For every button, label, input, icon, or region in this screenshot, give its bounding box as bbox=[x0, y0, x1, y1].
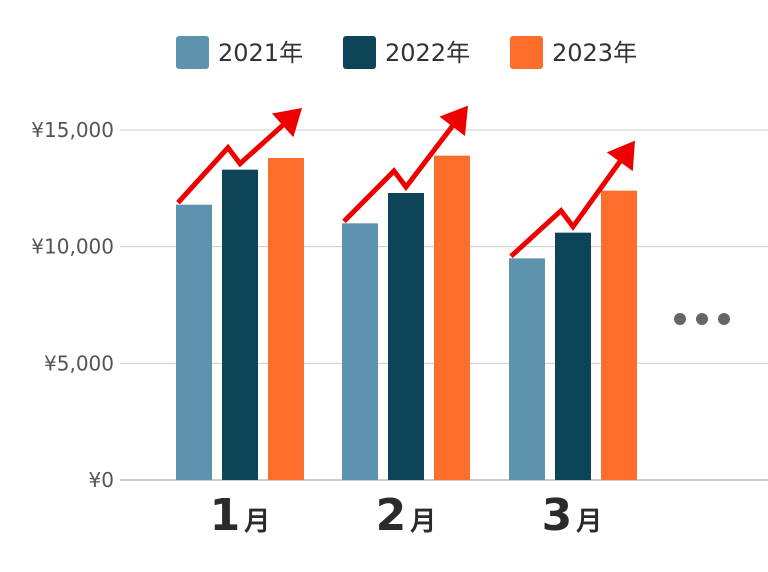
category-suffix: 月 bbox=[243, 507, 270, 537]
legend-item-2: 2022年 bbox=[343, 36, 470, 69]
bar-3-2 bbox=[434, 155, 470, 480]
continuation-ellipsis bbox=[674, 313, 730, 325]
trend-arrow-line bbox=[509, 157, 625, 259]
ellipsis-dot bbox=[696, 313, 708, 325]
category-number: 2 bbox=[376, 490, 407, 541]
category-suffix: 月 bbox=[409, 507, 436, 537]
legend-item-3: 2023年 bbox=[510, 36, 637, 69]
trend-arrow-head bbox=[606, 140, 635, 172]
ellipsis-dot bbox=[718, 313, 730, 325]
legend-item-1: 2021年 bbox=[176, 36, 303, 69]
legend-swatch bbox=[510, 36, 543, 69]
bar-3-3 bbox=[601, 190, 637, 480]
trend-arrow-head bbox=[271, 108, 302, 138]
category-number: 1 bbox=[210, 490, 241, 541]
bar-1-3 bbox=[509, 258, 545, 480]
legend-swatch bbox=[343, 36, 376, 69]
legend-swatch bbox=[176, 36, 209, 69]
legend-label: 2022年 bbox=[385, 39, 470, 67]
category-suffix: 月 bbox=[575, 507, 602, 537]
trend-arrow-line bbox=[342, 121, 457, 224]
trend-arrow-line bbox=[176, 120, 288, 205]
category-number: 3 bbox=[542, 490, 573, 541]
y-tick-label: ¥10,000 bbox=[31, 235, 114, 259]
bars bbox=[176, 155, 637, 481]
y-tick-label: ¥5,000 bbox=[44, 351, 114, 375]
trend-arrows bbox=[176, 105, 635, 259]
legend-label: 2021年 bbox=[218, 39, 303, 67]
y-tick-label: ¥15,000 bbox=[31, 118, 114, 142]
legend-label: 2023年 bbox=[552, 39, 637, 67]
bar-3-1 bbox=[268, 158, 304, 480]
bar-2-3 bbox=[555, 232, 591, 480]
trend-arrow-head bbox=[439, 105, 468, 137]
bar-1-2 bbox=[342, 223, 378, 481]
y-axis-ticks: ¥0 ¥5,000 ¥10,000 ¥15,000 bbox=[31, 118, 114, 492]
ellipsis-dot bbox=[674, 313, 686, 325]
bar-2-1 bbox=[222, 169, 258, 480]
bar-1-1 bbox=[176, 204, 212, 480]
y-tick-label: ¥0 bbox=[89, 468, 114, 492]
legend: 2021年 2022年 2023年 bbox=[176, 36, 637, 69]
bar-2-2 bbox=[388, 193, 424, 480]
